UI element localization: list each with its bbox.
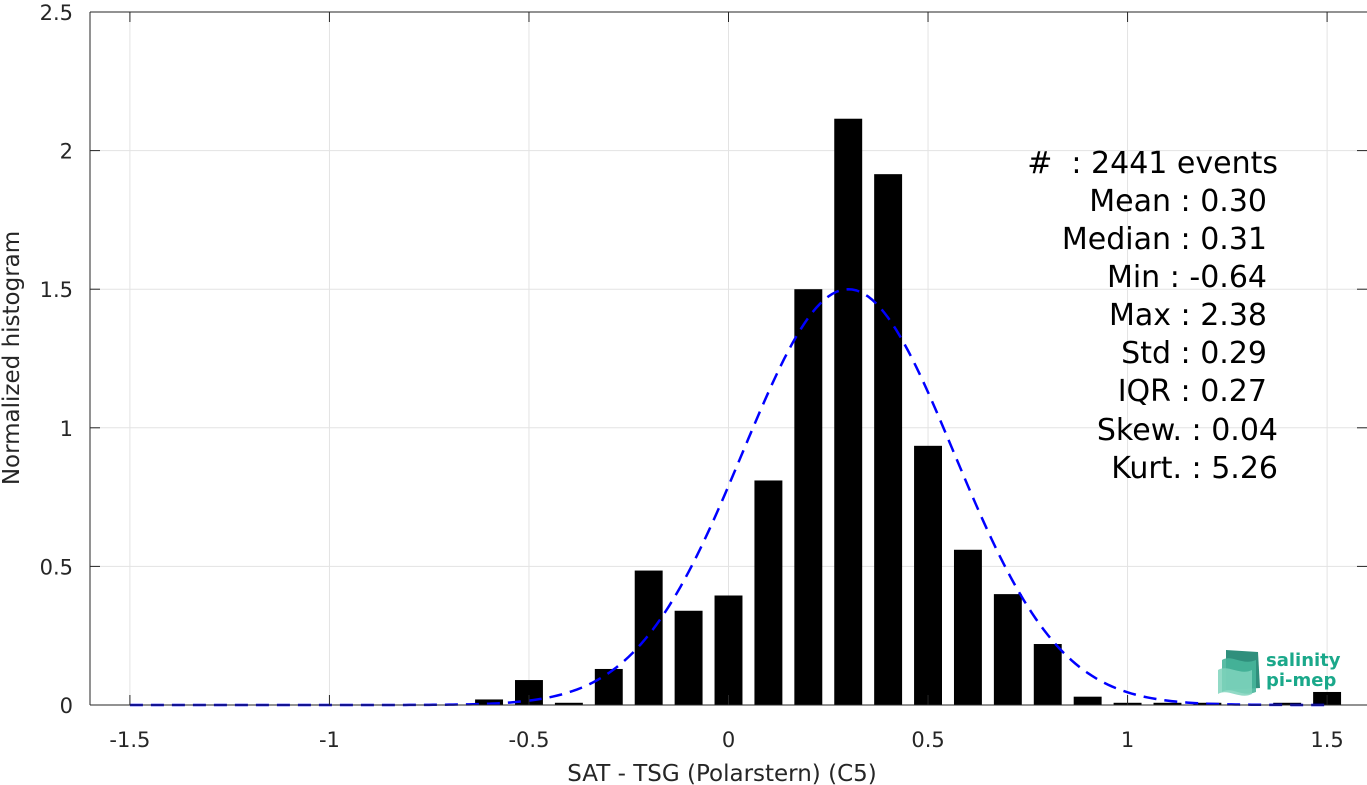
x-tick-label: -0.5 bbox=[508, 728, 549, 752]
stat-iqr: IQR : 0.27 bbox=[1118, 374, 1267, 409]
x-axis-label: SAT - TSG (Polarstern) (C5) bbox=[567, 761, 876, 785]
histogram-bar bbox=[874, 174, 903, 706]
x-tick-labels: -1.5 -1 -0.5 0 0.5 1 1.5 bbox=[109, 728, 1343, 752]
stat-skew: Skew. : 0.04 bbox=[1097, 413, 1278, 448]
stat-mean: Mean : 0.30 bbox=[1089, 184, 1267, 219]
x-tick-label: 1.5 bbox=[1310, 728, 1343, 752]
x-tick-label: 0.5 bbox=[911, 728, 944, 752]
histogram-bar bbox=[1273, 702, 1302, 705]
histogram-bar bbox=[554, 702, 583, 705]
stat-std: Std : 0.29 bbox=[1121, 336, 1267, 371]
y-tick-label: 2 bbox=[60, 140, 73, 164]
stat-events: # : 2441 events bbox=[1027, 146, 1278, 181]
histogram-bar bbox=[1073, 696, 1102, 705]
histogram-bar bbox=[634, 570, 663, 705]
logo-text-salinity: salinity bbox=[1266, 650, 1341, 671]
x-tick-label: -1.5 bbox=[109, 728, 150, 752]
x-tick-label: 0 bbox=[722, 728, 735, 752]
y-axis-label: Normalized histogram bbox=[0, 231, 25, 485]
histogram-bar bbox=[714, 595, 743, 705]
histogram-bar bbox=[914, 445, 942, 705]
histogram-bar bbox=[1153, 702, 1182, 705]
stat-median: Median : 0.31 bbox=[1062, 222, 1267, 257]
histogram-bar bbox=[953, 549, 982, 705]
histogram-bar bbox=[754, 480, 783, 705]
histogram-bar bbox=[594, 668, 623, 705]
salinity-pi-mep-logo: salinity pi-mep bbox=[1218, 650, 1341, 696]
histogram-bar bbox=[1033, 644, 1062, 705]
stat-kurt: Kurt. : 5.26 bbox=[1111, 451, 1278, 486]
stat-max: Max : 2.38 bbox=[1109, 298, 1267, 333]
y-tick-label: 0 bbox=[60, 694, 73, 718]
wave-icon bbox=[1218, 650, 1260, 696]
stat-min: Min : -0.64 bbox=[1107, 260, 1267, 295]
y-tick-label: 2.5 bbox=[40, 1, 73, 25]
stats-box: # : 2441 events Mean : 0.30 Median : 0.3… bbox=[1027, 146, 1278, 486]
histogram-bar bbox=[475, 699, 504, 705]
y-tick-label: 1 bbox=[60, 417, 73, 441]
histogram-bar bbox=[993, 594, 1022, 705]
axes-layer bbox=[89, 11, 1367, 706]
x-tick-label: -1 bbox=[319, 728, 340, 752]
bars-layer bbox=[475, 118, 1342, 706]
x-tick-label: 1 bbox=[1121, 728, 1134, 752]
y-tick-labels: 0 0.5 1 1.5 2 2.5 bbox=[40, 1, 73, 718]
histogram-bar bbox=[794, 289, 823, 705]
y-tick-label: 0.5 bbox=[40, 555, 73, 579]
logo-text-pi-mep: pi-mep bbox=[1266, 670, 1336, 691]
histogram-bar bbox=[834, 118, 863, 706]
y-tick-label: 1.5 bbox=[40, 278, 73, 302]
histogram-bar bbox=[674, 610, 703, 705]
